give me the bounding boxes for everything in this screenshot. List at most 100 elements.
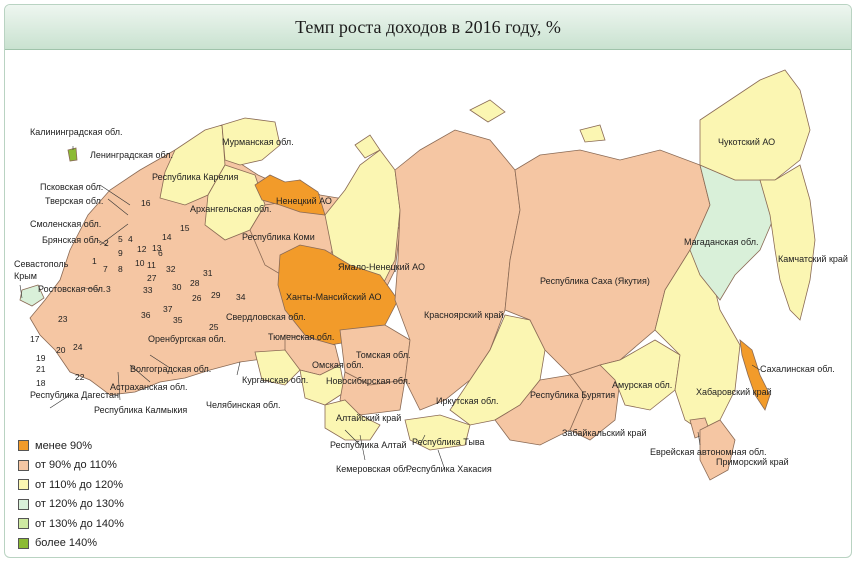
legend: менее 90% от 90% до 110% от 110% до 120%…	[18, 436, 124, 553]
region-number: 37	[163, 304, 173, 314]
legend-label: от 130% до 140%	[35, 517, 124, 530]
label-chukotka: Чукотский АО	[718, 137, 775, 147]
label-orenburg: Оренбургская обл.	[148, 334, 226, 344]
region-number: 28	[190, 278, 200, 288]
label-bryansk: Брянская обл.	[42, 235, 101, 245]
region-number: 29	[211, 290, 221, 300]
region-number: 8	[118, 264, 123, 274]
label-sakhalin: Сахалинская обл.	[760, 364, 835, 374]
region-kamchatka[interactable]	[759, 164, 816, 321]
region-number: 15	[180, 223, 190, 233]
region-number: 17	[30, 334, 40, 344]
label-astrakhan: Астраханская обл.	[110, 382, 188, 392]
region-sakhalin[interactable]	[739, 339, 771, 411]
label-krasnoyarsk: Красноярский край	[424, 310, 504, 320]
label-tyva: Республика Тыва	[412, 437, 485, 447]
region-altai-krai[interactable]	[324, 399, 381, 441]
legend-swatch	[18, 440, 29, 452]
label-kemerovo: Кемеровская обл.	[336, 464, 411, 474]
region-number-layer: 16 15 14 13 12 11 10 9 8 7 6 5 4 3 2 1 3…	[30, 198, 246, 388]
label-zabaikal: Забайкальский край	[562, 428, 646, 438]
label-dagestan: Республика Дагестан	[30, 390, 119, 400]
region-number: 12	[137, 244, 147, 254]
region-nenets[interactable]	[254, 174, 326, 216]
legend-swatch	[18, 459, 29, 471]
region-number: 27	[147, 273, 157, 283]
region-number: 6	[158, 248, 163, 258]
region-number: 35	[173, 315, 183, 325]
label-tver: Тверская обл.	[45, 196, 103, 206]
label-jewish: Еврейская автономная обл.	[650, 447, 766, 457]
legend-swatch	[18, 479, 29, 491]
label-arkhangelsk: Архангельская обл.	[190, 204, 272, 214]
label-karelia: Республика Карелия	[152, 172, 238, 182]
legend-swatch	[18, 498, 29, 510]
region-number: 19	[36, 353, 46, 363]
region-number: 25	[209, 322, 219, 332]
region-murmansk[interactable]	[221, 117, 281, 166]
region-novosibirsk[interactable]	[339, 371, 406, 416]
region-number: 20	[56, 345, 66, 355]
legend-item: менее 90%	[18, 436, 124, 456]
label-irkutsk: Иркутская обл.	[436, 396, 499, 406]
region-number: 36	[141, 310, 151, 320]
label-volgograd: Волгоградская обл.	[130, 364, 211, 374]
region-number: 30	[172, 282, 182, 292]
page-title: Темп роста доходов в 2016 году, %	[295, 16, 561, 37]
region-number: 24	[73, 342, 83, 352]
region-number: 21	[36, 364, 46, 374]
region-number: 16	[141, 198, 151, 208]
label-sverdlovsk: Свердловская обл.	[226, 312, 306, 322]
region-number: 9	[118, 248, 123, 258]
region-number: 3	[106, 284, 111, 294]
region-number: 26	[192, 293, 202, 303]
title-bar: Темп роста доходов в 2016 году, %	[5, 5, 851, 50]
label-crimea: Крым	[14, 271, 37, 281]
region-arctic-islands	[354, 99, 606, 159]
region-tyva[interactable]	[404, 414, 471, 451]
label-leningrad: Ленинградская обл.	[90, 150, 173, 160]
label-magadan: Магаданская обл.	[684, 237, 758, 247]
label-buryatia: Республика Бурятия	[530, 390, 615, 400]
region-number: 22	[75, 372, 85, 382]
legend-label: от 120% до 130%	[35, 498, 124, 511]
legend-item: от 110% до 120%	[18, 475, 124, 495]
region-kurgan[interactable]	[254, 349, 301, 386]
region-number: 13	[152, 243, 162, 253]
region-primorsky[interactable]	[699, 419, 736, 481]
label-amur: Амурская обл.	[612, 380, 672, 390]
label-kalmykia: Республика Калмыкия	[94, 405, 187, 415]
label-kaliningrad: Калининградская обл.	[30, 127, 123, 137]
label-murmansk: Мурманская обл.	[222, 137, 294, 147]
legend-item: от 130% до 140%	[18, 514, 124, 534]
label-khanty: Ханты-Мансийский АО	[286, 292, 382, 302]
label-kamchatka: Камчатский край	[778, 254, 848, 264]
label-nenets: Ненецкий АО	[276, 196, 332, 206]
region-number: 4	[128, 234, 133, 244]
label-kurgan: Курганская обл.	[242, 375, 308, 385]
label-pskov: Псковская обл.	[40, 182, 103, 192]
label-komi: Республика Коми	[242, 232, 315, 242]
region-number: 11	[147, 260, 156, 270]
leader-lines	[19, 146, 761, 471]
region-number: 10	[135, 258, 145, 268]
region-crimea[interactable]	[19, 284, 45, 307]
region-number: 14	[162, 232, 172, 242]
legend-swatch	[18, 518, 29, 530]
region-kaliningrad[interactable]	[67, 147, 78, 162]
region-number: 7	[103, 264, 108, 274]
label-altai-rep: Республика Алтай	[330, 440, 407, 450]
legend-label: от 90% до 110%	[35, 459, 117, 472]
label-tyumen: Тюменская обл.	[268, 332, 334, 342]
region-number: 18	[36, 378, 46, 388]
region-number: 5	[118, 234, 123, 244]
legend-label: менее 90%	[35, 439, 93, 452]
region-chukotka[interactable]	[699, 69, 811, 181]
region-number: 23	[58, 314, 68, 324]
label-sevastopol: Севастополь	[14, 259, 69, 269]
region-number: 2	[104, 238, 109, 248]
region-number: 34	[236, 292, 246, 302]
label-smolensk: Смоленская обл.	[30, 219, 101, 229]
label-yamal: Ямало-Ненецкий АО	[338, 262, 425, 272]
region-number: 31	[203, 268, 213, 278]
